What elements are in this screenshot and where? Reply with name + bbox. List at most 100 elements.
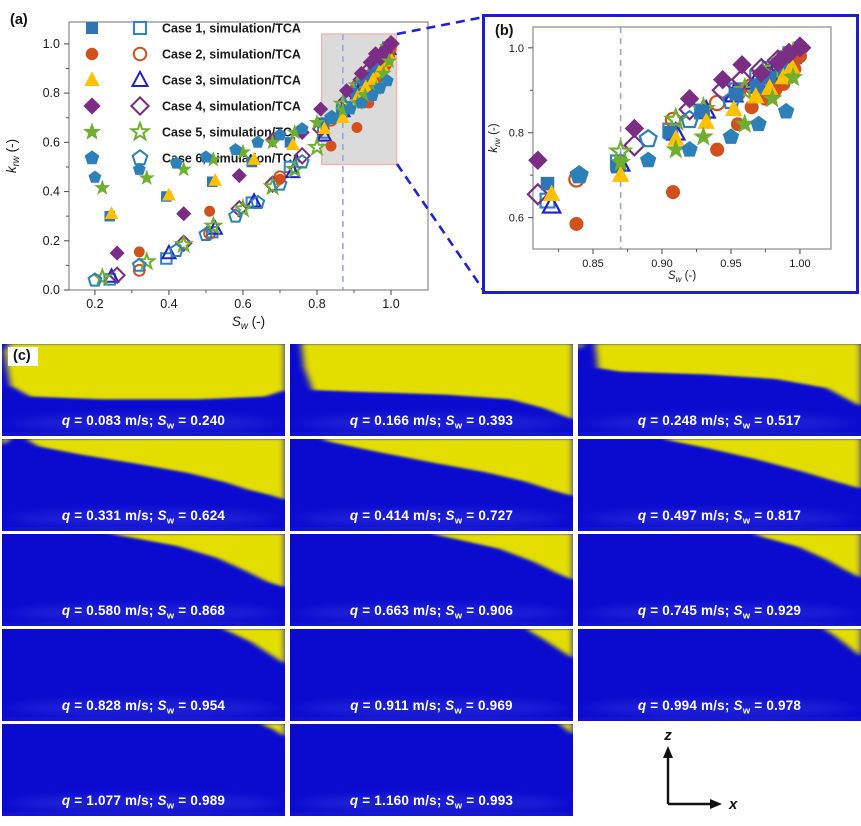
data-point-star-filled [693, 126, 714, 146]
data-point-triangle-filled [286, 137, 300, 151]
data-points [87, 34, 400, 287]
fluid-haze [589, 413, 850, 433]
yellow-phase-polygon [594, 344, 861, 407]
yellow-phase-polygon [27, 439, 285, 500]
panel-b-plot: 0.85 0.90 0.95 1.00 0.6 0.8 1.0 Sw (-) krw (-) [488, 26, 832, 284]
data-point-pentagon-open [569, 164, 589, 184]
data-point-diamond-open [108, 266, 127, 285]
data-point-diamond-open [526, 182, 550, 206]
data-point-triangle-open [541, 194, 563, 214]
data-point-circle-filled [204, 205, 216, 217]
data-point-circle-filled [351, 122, 363, 134]
data-point-pentagon-filled [355, 96, 368, 109]
data-point-diamond-filled [732, 55, 752, 75]
phase-distribution-image [2, 629, 285, 721]
data-point-square-filled [86, 22, 98, 34]
x-tick-label: 0.2 [86, 297, 103, 311]
yellow-phase-polygon [824, 629, 861, 657]
legend-label: Case 4, simulation/TCA [162, 100, 301, 114]
data-point-pentagon-filled [681, 141, 698, 157]
data-point-diamond-filled [231, 168, 247, 184]
data-point-pentagon-filled [251, 135, 265, 148]
panel-b-zoom-scatter: (b) 0.85 0.90 0.95 1.00 0.6 0.8 1.0 Sw (-) krw (… [482, 14, 859, 294]
yellow-phase-polygon [4, 344, 285, 400]
phase-distribution-image [2, 724, 285, 816]
fluid-haze-bottom [578, 433, 861, 436]
data-point-circle-open [132, 263, 146, 277]
data-point-triangle-filled [725, 99, 743, 117]
snapshot-caption: q = 0.331 m/s; Sw = 0.624 [61, 508, 226, 527]
legend-label: Case 6, simulation/TCA [162, 152, 301, 166]
data-point-diamond-filled [624, 118, 645, 139]
data-points [526, 36, 812, 231]
data-point-pentagon-open [131, 149, 149, 166]
data-point-circle-filled [710, 142, 725, 157]
fluid-haze [589, 698, 850, 718]
phase-distribution-image [578, 344, 861, 436]
data-point-pentagon-filled [722, 128, 740, 144]
data-point-star-filled [782, 66, 804, 87]
legend-label: Case 5, simulation/TCA [162, 126, 301, 140]
panel-c-label: (c) [8, 347, 38, 366]
phase-distribution-image [2, 439, 285, 531]
data-point-pentagon-filled [295, 122, 309, 135]
fluid-haze-bottom [290, 433, 573, 436]
data-point-pentagon-filled [229, 143, 242, 156]
data-point-star-filled [82, 122, 102, 140]
data-point-star-filled [308, 114, 326, 130]
yellow-phase-polygon [527, 629, 573, 659]
panel-a-plot: 0.2 0.4 0.6 0.8 1.0 0.0 0.2 0.4 0.6 0.8 1.0 Sw (-) k… [4, 21, 429, 332]
snapshot-caption: q = 0.166 m/s; Sw = 0.393 [349, 413, 514, 432]
data-point-pentagon-filled [750, 115, 767, 132]
z-axis-label: z [663, 727, 672, 744]
snapshot-caption: q = 0.994 m/s; Sw = 0.978 [637, 698, 802, 717]
data-point-star-open [203, 215, 224, 235]
data-point-pentagon-filled [777, 102, 795, 119]
data-point-star-filled [375, 64, 392, 81]
snapshot-grid: q = 0.083 m/s; Sw = 0.240 q = 0.166 m/s; … [2, 344, 861, 816]
data-point-pentagon-open [272, 176, 288, 191]
nonwetting-phase-region [301, 344, 573, 420]
x-tick-label: 0.85 [582, 258, 603, 270]
phase-distribution-image [578, 534, 861, 626]
data-point-circle-filled [274, 173, 286, 185]
x-tick-label: 0.6 [234, 297, 251, 311]
fluid-haze-bottom [290, 528, 573, 531]
yellow-phase-polygon [301, 344, 573, 420]
fluid-haze [13, 698, 274, 718]
panel-b-label: (b) [495, 23, 514, 39]
simulation-snapshot: q = 0.994 m/s; Sw = 0.978 [578, 629, 861, 721]
simulation-snapshot: q = 0.745 m/s; Sw = 0.929 [578, 534, 861, 626]
data-point-star-filled [138, 169, 155, 185]
x-axis-label: Sw (-) [668, 270, 697, 284]
fluid-haze-bottom [578, 528, 861, 531]
plot-frame [68, 21, 429, 291]
data-point-pentagon-filled [380, 74, 394, 87]
data-point-circle-filled [325, 140, 337, 152]
simulation-snapshot: q = 0.166 m/s; Sw = 0.393 [290, 344, 573, 436]
y-tick-label: 0.6 [43, 135, 60, 149]
simulation-snapshot: q = 0.083 m/s; Sw = 0.240 [2, 344, 285, 436]
snapshot-caption: q = 0.828 m/s; Sw = 0.954 [61, 698, 226, 717]
snapshot-caption: q = 0.414 m/s; Sw = 0.727 [349, 508, 514, 527]
data-point-star-filled [381, 52, 398, 69]
simulation-snapshot: q = 0.663 m/s; Sw = 0.906 [290, 534, 573, 626]
phase-distribution-image [2, 344, 285, 436]
phase-distribution-image [290, 534, 573, 626]
yellow-phase-polygon [578, 344, 584, 351]
data-point-triangle-open [130, 69, 150, 87]
legend-label: Case 3, simulation/TCA [162, 74, 301, 88]
fluid-haze-bottom [290, 623, 573, 626]
data-point-pentagon-filled [343, 102, 357, 115]
data-point-circle-filled [569, 216, 584, 231]
phase-distribution-image [2, 534, 285, 626]
x-axis-label: Sw (-) [232, 314, 265, 332]
data-point-triangle-filled [104, 206, 119, 219]
yellow-phase-polygon [558, 724, 573, 736]
yellow-phase-polygon [662, 439, 861, 489]
x-tick-label: 0.95 [720, 258, 741, 270]
y-tick-label: 0.6 [509, 213, 524, 225]
y-tick-label: 0.4 [43, 185, 60, 199]
fluid-haze-bottom [2, 718, 285, 721]
